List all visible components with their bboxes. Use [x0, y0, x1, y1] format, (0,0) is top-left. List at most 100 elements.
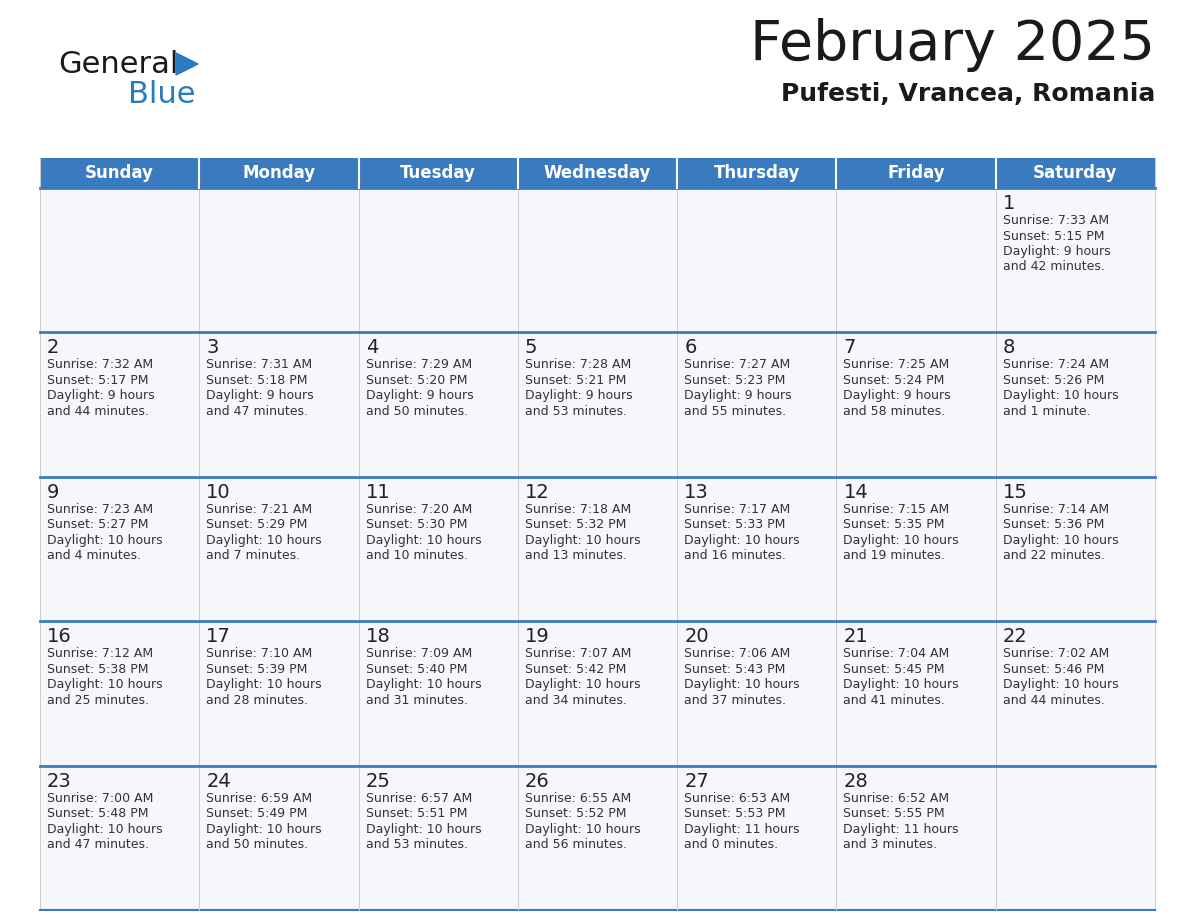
Text: 16: 16: [48, 627, 71, 646]
Text: 14: 14: [843, 483, 868, 502]
Text: Sunset: 5:15 PM: Sunset: 5:15 PM: [1003, 230, 1104, 242]
Bar: [200, 332, 359, 476]
Text: 19: 19: [525, 627, 550, 646]
Bar: [836, 158, 996, 188]
Text: Wednesday: Wednesday: [544, 164, 651, 182]
Text: 27: 27: [684, 772, 709, 790]
Text: Sunset: 5:36 PM: Sunset: 5:36 PM: [1003, 519, 1104, 532]
Text: 2: 2: [48, 339, 59, 357]
Text: Sunrise: 7:28 AM: Sunrise: 7:28 AM: [525, 358, 631, 372]
Text: Blue: Blue: [128, 80, 196, 109]
Text: 13: 13: [684, 483, 709, 502]
Bar: [359, 621, 518, 766]
Text: Sunrise: 7:00 AM: Sunrise: 7:00 AM: [48, 791, 153, 804]
Text: Daylight: 9 hours: Daylight: 9 hours: [1003, 245, 1111, 258]
Bar: [518, 188, 677, 332]
Text: Sunrise: 7:12 AM: Sunrise: 7:12 AM: [48, 647, 153, 660]
Text: Sunset: 5:45 PM: Sunset: 5:45 PM: [843, 663, 944, 676]
Text: and 53 minutes.: and 53 minutes.: [525, 405, 627, 418]
Text: Daylight: 11 hours: Daylight: 11 hours: [684, 823, 800, 835]
Text: 3: 3: [207, 339, 219, 357]
Text: Sunrise: 7:04 AM: Sunrise: 7:04 AM: [843, 647, 949, 660]
Bar: [518, 158, 677, 188]
Text: Sunrise: 7:23 AM: Sunrise: 7:23 AM: [48, 503, 153, 516]
Text: Daylight: 10 hours: Daylight: 10 hours: [48, 823, 163, 835]
Text: and 41 minutes.: and 41 minutes.: [843, 694, 946, 707]
Bar: [996, 766, 1155, 910]
Bar: [677, 476, 836, 621]
Text: Daylight: 9 hours: Daylight: 9 hours: [207, 389, 314, 402]
Bar: [359, 158, 518, 188]
Text: Sunrise: 7:07 AM: Sunrise: 7:07 AM: [525, 647, 631, 660]
Text: Daylight: 9 hours: Daylight: 9 hours: [48, 389, 154, 402]
Text: 1: 1: [1003, 194, 1015, 213]
Text: Sunrise: 7:10 AM: Sunrise: 7:10 AM: [207, 647, 312, 660]
Text: Sunrise: 6:53 AM: Sunrise: 6:53 AM: [684, 791, 790, 804]
Text: Sunset: 5:24 PM: Sunset: 5:24 PM: [843, 374, 944, 386]
Text: and 28 minutes.: and 28 minutes.: [207, 694, 308, 707]
Text: Sunset: 5:33 PM: Sunset: 5:33 PM: [684, 519, 785, 532]
Bar: [677, 621, 836, 766]
Text: 9: 9: [48, 483, 59, 502]
Text: Saturday: Saturday: [1034, 164, 1118, 182]
Text: Sunset: 5:30 PM: Sunset: 5:30 PM: [366, 519, 467, 532]
Bar: [836, 332, 996, 476]
Text: Sunset: 5:20 PM: Sunset: 5:20 PM: [366, 374, 467, 386]
Text: Daylight: 10 hours: Daylight: 10 hours: [207, 533, 322, 547]
Text: Daylight: 9 hours: Daylight: 9 hours: [843, 389, 952, 402]
Bar: [677, 188, 836, 332]
Text: Sunset: 5:55 PM: Sunset: 5:55 PM: [843, 807, 944, 820]
Bar: [996, 476, 1155, 621]
Bar: [359, 188, 518, 332]
Text: and 34 minutes.: and 34 minutes.: [525, 694, 627, 707]
Text: Sunset: 5:18 PM: Sunset: 5:18 PM: [207, 374, 308, 386]
Text: Thursday: Thursday: [714, 164, 800, 182]
Text: 25: 25: [366, 772, 391, 790]
Text: Sunset: 5:38 PM: Sunset: 5:38 PM: [48, 663, 148, 676]
Text: Daylight: 10 hours: Daylight: 10 hours: [207, 823, 322, 835]
Text: Daylight: 10 hours: Daylight: 10 hours: [525, 823, 640, 835]
Text: Sunset: 5:42 PM: Sunset: 5:42 PM: [525, 663, 626, 676]
Bar: [200, 476, 359, 621]
Text: 17: 17: [207, 627, 230, 646]
Text: 7: 7: [843, 339, 855, 357]
Text: and 42 minutes.: and 42 minutes.: [1003, 261, 1105, 274]
Bar: [677, 158, 836, 188]
Text: 18: 18: [366, 627, 391, 646]
Text: and 7 minutes.: and 7 minutes.: [207, 549, 301, 563]
Text: Daylight: 9 hours: Daylight: 9 hours: [366, 389, 473, 402]
Text: Sunrise: 7:31 AM: Sunrise: 7:31 AM: [207, 358, 312, 372]
Text: Daylight: 10 hours: Daylight: 10 hours: [48, 678, 163, 691]
Bar: [518, 621, 677, 766]
Text: Daylight: 10 hours: Daylight: 10 hours: [366, 678, 481, 691]
Text: Sunset: 5:48 PM: Sunset: 5:48 PM: [48, 807, 148, 820]
Text: and 58 minutes.: and 58 minutes.: [843, 405, 946, 418]
Text: and 13 minutes.: and 13 minutes.: [525, 549, 627, 563]
Text: and 4 minutes.: and 4 minutes.: [48, 549, 141, 563]
Text: and 56 minutes.: and 56 minutes.: [525, 838, 627, 851]
Text: Pufesti, Vrancea, Romania: Pufesti, Vrancea, Romania: [781, 82, 1155, 106]
Text: and 37 minutes.: and 37 minutes.: [684, 694, 786, 707]
Text: Daylight: 10 hours: Daylight: 10 hours: [366, 533, 481, 547]
Text: Daylight: 10 hours: Daylight: 10 hours: [1003, 678, 1118, 691]
Bar: [836, 766, 996, 910]
Bar: [518, 332, 677, 476]
Text: Sunrise: 7:09 AM: Sunrise: 7:09 AM: [366, 647, 472, 660]
Text: Sunset: 5:49 PM: Sunset: 5:49 PM: [207, 807, 308, 820]
Bar: [677, 766, 836, 910]
Text: Sunset: 5:29 PM: Sunset: 5:29 PM: [207, 519, 308, 532]
Text: Sunset: 5:21 PM: Sunset: 5:21 PM: [525, 374, 626, 386]
Bar: [677, 332, 836, 476]
Bar: [40, 158, 200, 188]
Bar: [996, 158, 1155, 188]
Text: and 0 minutes.: and 0 minutes.: [684, 838, 778, 851]
Text: Daylight: 10 hours: Daylight: 10 hours: [525, 678, 640, 691]
Bar: [996, 188, 1155, 332]
Text: Sunset: 5:26 PM: Sunset: 5:26 PM: [1003, 374, 1104, 386]
Text: Friday: Friday: [887, 164, 944, 182]
Bar: [40, 332, 200, 476]
Text: Sunrise: 7:27 AM: Sunrise: 7:27 AM: [684, 358, 790, 372]
Text: 15: 15: [1003, 483, 1028, 502]
Text: Daylight: 10 hours: Daylight: 10 hours: [48, 533, 163, 547]
Text: Sunrise: 7:32 AM: Sunrise: 7:32 AM: [48, 358, 153, 372]
